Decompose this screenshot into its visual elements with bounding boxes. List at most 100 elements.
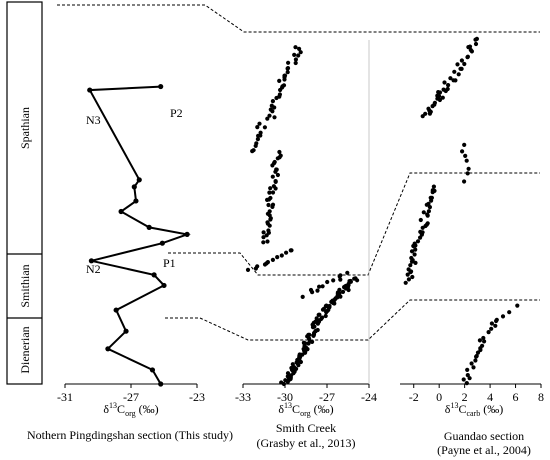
data-point [87, 87, 93, 93]
data-point [338, 273, 343, 278]
guandao-ticks: -2 0 2 4 6 8 [409, 384, 544, 404]
annotation-n3: N3 [86, 113, 101, 127]
data-point [266, 228, 271, 233]
data-point [314, 316, 319, 321]
data-point [431, 184, 436, 189]
data-point [284, 250, 289, 255]
data-point [325, 279, 330, 285]
data-point [279, 253, 284, 258]
guandao-title: Guandao section [443, 429, 525, 443]
data-point [429, 195, 434, 200]
guandao-reference: (Payne et al., 2004) [437, 443, 531, 457]
data-point [425, 212, 430, 217]
data-point [480, 343, 485, 348]
data-point [298, 359, 303, 365]
data-point [315, 288, 320, 293]
data-point [158, 83, 164, 90]
data-point [430, 188, 435, 193]
data-point [482, 339, 487, 344]
data-point [258, 130, 263, 135]
data-point [474, 36, 479, 42]
data-point [257, 121, 262, 126]
stage-label-spathian: Spathian [18, 107, 32, 149]
data-point [298, 50, 303, 55]
data-point [317, 284, 322, 289]
data-point [161, 282, 167, 289]
stage-label-smithian: Smithian [18, 264, 32, 307]
data-point [462, 61, 467, 67]
data-point [283, 378, 288, 383]
correlation-line-smithian-spathian [168, 172, 540, 276]
data-point [507, 310, 512, 315]
data-point [324, 303, 329, 308]
data-point [267, 113, 272, 118]
data-point [255, 137, 260, 142]
data-point [348, 278, 353, 284]
data-point [403, 280, 408, 285]
data-point [493, 323, 498, 328]
data-point [277, 149, 282, 155]
data-point [289, 248, 294, 253]
data-point [441, 87, 446, 92]
data-point [282, 73, 287, 78]
data-point [425, 221, 430, 226]
data-point [469, 361, 474, 366]
data-point [409, 255, 414, 261]
data-point [331, 278, 336, 283]
data-point [426, 209, 431, 214]
data-point [320, 284, 325, 289]
data-point [151, 272, 157, 278]
data-point [489, 326, 494, 331]
correlation-line-dienerian-smithian [165, 299, 540, 341]
data-point [477, 338, 482, 343]
data-point [432, 100, 437, 105]
data-point [278, 153, 283, 158]
data-point [437, 90, 443, 95]
data-point [245, 267, 251, 272]
data-point [146, 224, 152, 230]
data-point [440, 95, 445, 100]
data-point [426, 106, 431, 111]
data-point [427, 205, 432, 210]
data-point [494, 317, 499, 322]
data-point [270, 99, 275, 104]
data-point [113, 307, 119, 313]
data-point [136, 177, 142, 183]
data-point [269, 103, 274, 108]
data-point [268, 186, 273, 191]
annotation-p1: P1 [163, 256, 176, 270]
data-point [500, 314, 506, 319]
smith-creek-reference: (Grasby et al., 2013) [256, 436, 356, 450]
data-point [88, 258, 94, 264]
x-tick-label: -24 [361, 390, 377, 404]
data-point [412, 241, 417, 246]
data-point [184, 231, 190, 237]
data-point [464, 158, 469, 163]
data-point [474, 353, 479, 359]
data-point [327, 303, 332, 309]
data-point [285, 66, 291, 71]
guandao-x-label: δ13Ccarb (‰) [445, 401, 503, 418]
data-point [270, 174, 275, 179]
stage-column-frame [6, 1, 43, 385]
data-point [292, 52, 297, 58]
data-point [159, 240, 165, 246]
x-tick-label: 2 [462, 390, 468, 404]
data-point [409, 249, 415, 254]
data-point [415, 239, 421, 244]
smith-creek-ticks: -33 -30 -27 -24 [235, 384, 377, 404]
pingdingshan-points [87, 83, 190, 387]
data-point [337, 287, 342, 292]
data-point [255, 125, 260, 130]
data-point [265, 239, 270, 244]
data-point [410, 274, 415, 280]
data-point [268, 107, 273, 112]
data-point [255, 264, 260, 269]
data-point [435, 93, 440, 98]
data-point [481, 335, 486, 341]
data-point [131, 184, 137, 190]
stage-label-dienerian: Dienerian [18, 326, 32, 373]
data-point [340, 289, 346, 294]
data-point [268, 195, 273, 201]
